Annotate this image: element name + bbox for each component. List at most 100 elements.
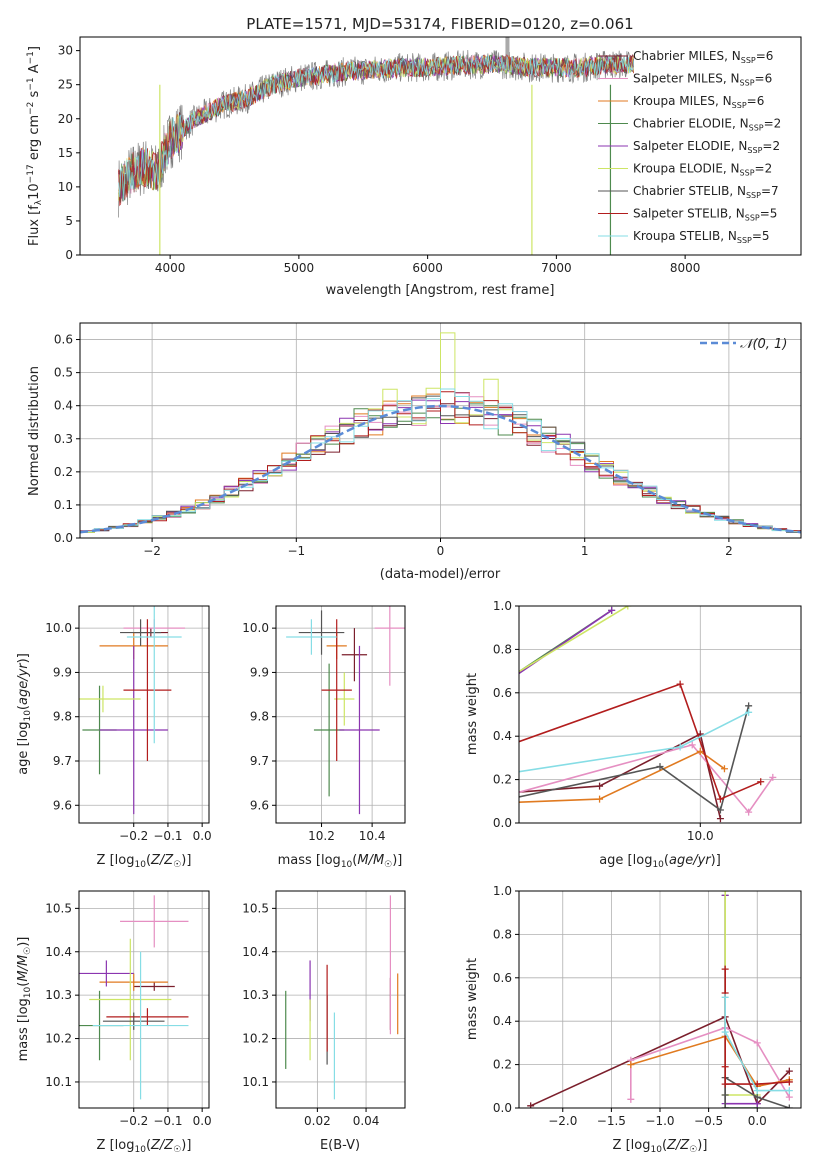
spectrum-legend: Chabrier MILES, NSSP=6 Salpeter MILES, NS… <box>598 49 781 245</box>
weight-point-marker <box>596 782 604 790</box>
spectrum-lines <box>118 37 634 255</box>
legend-label: Chabrier ELODIE, NSSP=2 <box>633 117 781 133</box>
mass-vs-Z-frame <box>78 890 210 1109</box>
weight-line <box>724 969 790 1085</box>
y-tick-label: 9.9 <box>250 665 269 679</box>
x-tick-label: −1.5 <box>597 1114 626 1128</box>
weight-line <box>724 997 790 1092</box>
legend-label: Chabrier STELIB, NSSP=7 <box>633 184 779 200</box>
weight-point-marker <box>721 891 729 895</box>
weight-point-marker <box>785 1087 793 1095</box>
weight-point-marker <box>753 1087 761 1095</box>
y-tick-label: 0.6 <box>493 971 512 985</box>
y-tick-label: 20 <box>58 112 73 126</box>
weight-point-marker <box>302 815 309 822</box>
legend-label: Salpeter MILES, NSSP=6 <box>633 72 772 88</box>
x-tick-label: −0.2 <box>119 829 148 843</box>
y-tick-label: 15 <box>58 146 73 160</box>
x-tick-label: −1.0 <box>645 1114 674 1128</box>
mass-vs-EBV-panel: 0.02 0.04 10.1 10.2 10.3 10.4 10.5 E(B-V) <box>242 890 406 1153</box>
age-vs-mass-frame <box>275 605 406 824</box>
y-tick-label: 0.6 <box>493 686 512 700</box>
weight-point-marker <box>721 993 729 1001</box>
age-vs-Z-ylabel: age [log10(age/yr)] <box>16 653 33 775</box>
weight-point-marker <box>624 606 632 610</box>
weight-point-marker <box>527 1102 535 1108</box>
x-tick-label: 0 <box>437 544 445 558</box>
y-tick-label: 10.5 <box>242 901 269 915</box>
weight-line <box>724 895 758 1105</box>
weight-point-marker <box>415 815 422 822</box>
y-tick-label: 10.0 <box>45 621 72 635</box>
y-tick-label: 9.7 <box>53 754 72 768</box>
legend-label: Kroupa ELODIE, NSSP=2 <box>633 162 772 178</box>
weight-point-marker <box>435 811 442 818</box>
age-vs-Z-errorbars <box>79 606 186 815</box>
y-tick-label: 0.0 <box>493 816 512 830</box>
legend-label: Kroupa MILES, NSSP=6 <box>633 94 764 110</box>
y-tick-label: 1.0 <box>493 599 512 613</box>
weight-point-marker <box>721 1063 729 1071</box>
y-tick-label: 9.6 <box>250 798 269 812</box>
y-tick-label: 25 <box>58 78 73 92</box>
y-tick-label: 30 <box>58 44 73 58</box>
x-tick-label: −2 <box>143 544 161 558</box>
weight-vs-age-frame <box>518 605 802 824</box>
weight-point-marker <box>721 1028 729 1036</box>
y-tick-label: 10.4 <box>45 945 72 959</box>
spectrum-model-line <box>118 54 634 201</box>
weight-point-marker <box>785 1078 793 1086</box>
weight-point-marker <box>745 708 753 716</box>
y-tick-label: 0.4 <box>54 399 73 413</box>
mass-vs-EBV-xlabel: E(B-V) <box>320 1138 360 1153</box>
weight-point-marker <box>716 806 724 814</box>
weight-point-marker <box>294 809 301 816</box>
mass-vs-EBV-errorbars <box>285 895 399 1100</box>
weight-point-marker <box>627 1095 635 1103</box>
y-tick-label: 0.0 <box>493 1101 512 1115</box>
spectrum-xlabel: wavelength [Angstrom, rest frame] <box>326 283 555 298</box>
y-tick-label: 0.4 <box>493 1014 512 1028</box>
weight-point-marker <box>234 817 241 824</box>
y-tick-label: 10.1 <box>242 1075 269 1089</box>
y-tick-label: 0.3 <box>54 432 73 446</box>
y-tick-label: 0.2 <box>493 773 512 787</box>
weight-vs-Z-grid <box>519 890 801 1109</box>
weight-point-marker <box>721 1080 729 1088</box>
mass-vs-Z-axes: −0.2 −0.1 0.0 10.1 10.2 10.3 10.4 10.5 <box>45 901 211 1128</box>
age-vs-Z-panel: −0.2 −0.1 0.0 9.6 9.7 9.8 9.9 10.0 Z [log10(Z/Z… <box>16 605 212 870</box>
x-tick-label: −0.1 <box>153 1114 182 1128</box>
x-tick-label: 0.02 <box>304 1114 331 1128</box>
weight-line <box>519 606 629 673</box>
y-tick-label: 10.2 <box>242 1032 269 1046</box>
residuals-panel: −2 −1 0 1 2 0.0 0.1 0.2 0.3 0.4 0.5 0.6 (data-model… <box>27 322 802 582</box>
weight-point-marker <box>696 747 704 755</box>
y-tick-label: 10 <box>58 180 73 194</box>
weight-point-marker <box>676 743 684 751</box>
weight-point-marker <box>716 815 724 823</box>
spectrum-panel: 4000 5000 6000 7000 8000 0 5 10 15 20 25 30 wavelen… <box>26 36 802 298</box>
residuals-histograms <box>80 332 801 534</box>
y-tick-label: 0.8 <box>493 927 512 941</box>
weight-point-marker <box>753 1100 761 1108</box>
x-tick-label: −1 <box>287 544 305 558</box>
weight-point-marker <box>274 813 281 820</box>
weight-point-marker <box>314 806 321 813</box>
mass-vs-Z-xlabel: Z [log10(Z/Z☉)] <box>97 1138 192 1155</box>
legend-label: Salpeter STELIB, NSSP=5 <box>633 207 777 223</box>
weight-point-marker <box>354 809 361 816</box>
y-tick-label: 0.6 <box>54 333 73 347</box>
y-tick-label: 10.3 <box>242 988 269 1002</box>
x-tick-label: −2.0 <box>548 1114 577 1128</box>
y-tick-label: 0.2 <box>54 465 73 479</box>
mass-vs-EBV-frame <box>275 890 406 1109</box>
weight-vs-Z-ylabel: mass weight <box>465 958 480 1040</box>
weight-point-marker <box>688 741 696 749</box>
x-tick-label: 5000 <box>284 261 315 275</box>
y-tick-label: 0.5 <box>54 366 73 380</box>
y-tick-label: 10.0 <box>242 621 269 635</box>
x-tick-label: 10.0 <box>687 829 714 843</box>
y-tick-label: 0.0 <box>54 531 73 545</box>
weight-point-marker <box>286 806 293 813</box>
weight-point-marker <box>753 1080 761 1088</box>
